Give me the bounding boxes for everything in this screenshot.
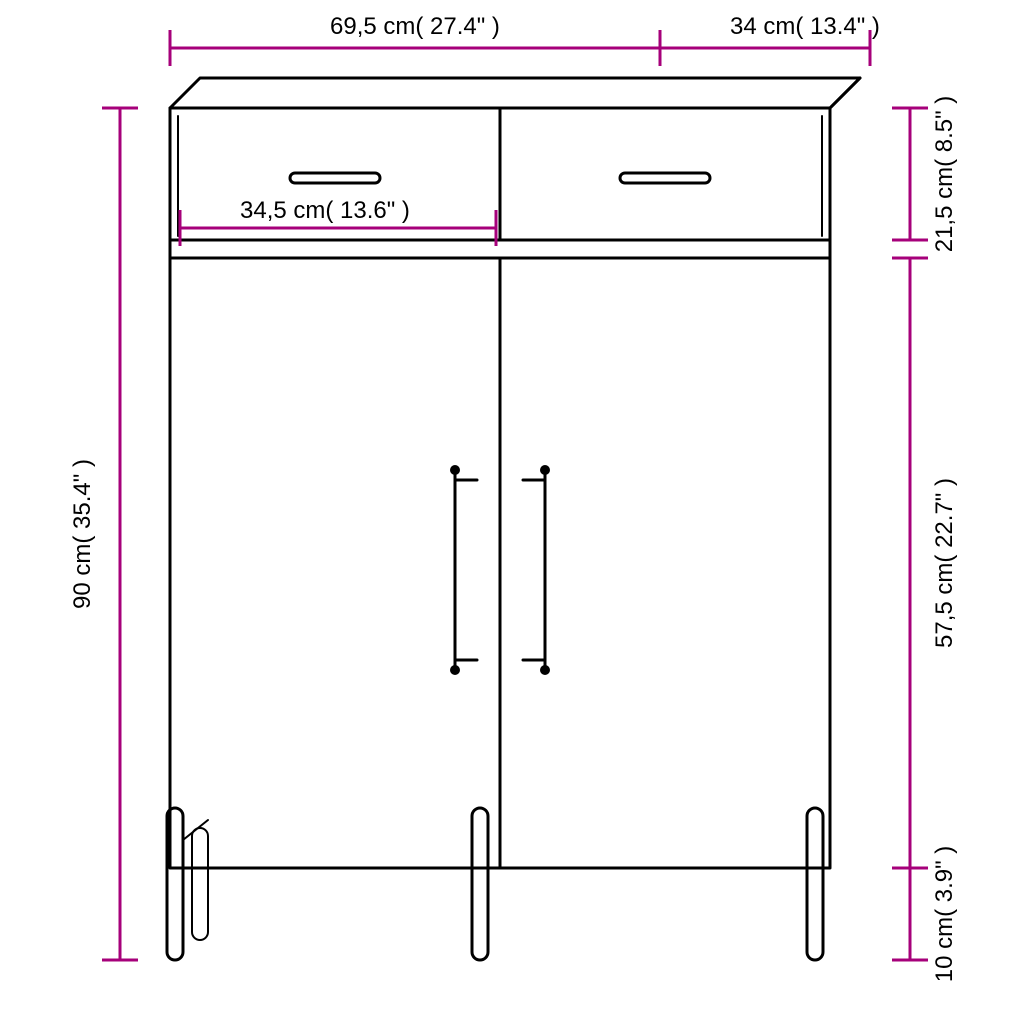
dim-height-label: 90 cm( 35.4" ) bbox=[69, 459, 96, 609]
dim-drawer-width-label: 34,5 cm( 13.6" ) bbox=[240, 197, 410, 224]
dim-depth-label: 34 cm( 13.4" ) bbox=[730, 13, 880, 40]
dim-door-height-label: 57,5 cm( 22.7" ) bbox=[931, 478, 958, 648]
dim-width-label: 69,5 cm( 27.4" ) bbox=[330, 13, 500, 40]
dim-drawer-height-label: 21,5 cm( 8.5" ) bbox=[931, 96, 958, 253]
dim-leg-height-label: 10 cm( 3.9" ) bbox=[931, 846, 958, 983]
